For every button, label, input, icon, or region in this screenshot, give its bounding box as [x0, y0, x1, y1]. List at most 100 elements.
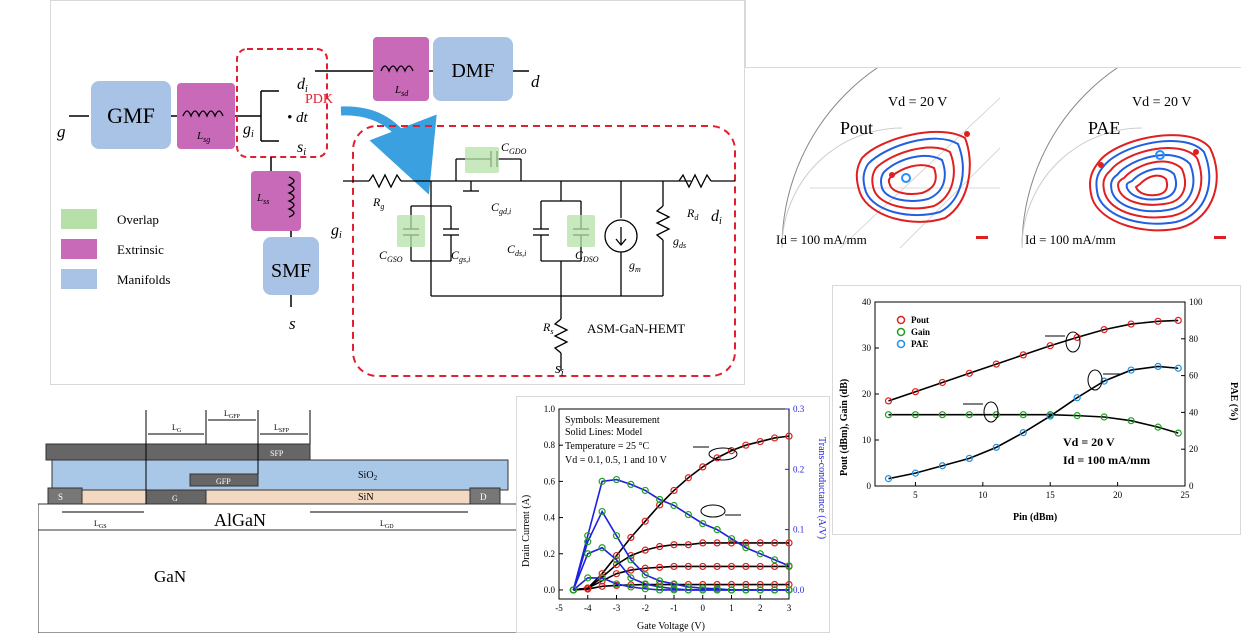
- data-point: [1154, 362, 1162, 371]
- data-point: [684, 562, 692, 571]
- data-point: [1154, 423, 1162, 431]
- data-point: [612, 551, 621, 560]
- data-point: [1019, 351, 1027, 359]
- gmf-block: [91, 81, 171, 149]
- power-ylabel: Pout (dBm), Gain (dB): [839, 379, 850, 476]
- svg-text:Lsd: Lsd: [394, 84, 409, 98]
- svg-text:Cgs,i: Cgs,i: [451, 248, 470, 264]
- data-point: [771, 586, 779, 594]
- data-point: [656, 563, 664, 571]
- data-point: [641, 546, 649, 554]
- data-point: [713, 539, 721, 547]
- svg-text:Rg: Rg: [372, 195, 384, 211]
- y2-tick-label: 0: [1189, 481, 1194, 491]
- x-tick-label: 25: [1181, 490, 1191, 500]
- data-point: [1100, 325, 1108, 334]
- data-point: [965, 411, 973, 419]
- data-point: [641, 585, 649, 593]
- data-point: [727, 586, 736, 594]
- y2-tick-label: 40: [1189, 407, 1199, 417]
- data-point: [1046, 342, 1054, 350]
- data-point: [713, 526, 721, 534]
- data-point: [713, 586, 721, 594]
- svg-text:LSFP: LSFP: [274, 423, 290, 434]
- data-point: [684, 474, 692, 482]
- y-tick-label: 40: [862, 297, 872, 307]
- data-point: [992, 443, 1000, 451]
- iv-annotation-4: Vd = 0.1, 0.5, 1 and 10 V: [565, 455, 668, 466]
- pae-vd: Vd = 20 V: [1132, 95, 1191, 110]
- top-right-frame: [745, 0, 1241, 68]
- x-tick-label: 0: [701, 603, 706, 613]
- terminal-g: g: [57, 122, 66, 141]
- data-point: [1100, 377, 1108, 385]
- legend-pae: PAE: [911, 339, 928, 349]
- data-point: [670, 562, 678, 571]
- svg-text:Lsg: Lsg: [196, 130, 210, 144]
- y2-tick-label: 100: [1189, 297, 1203, 307]
- dmf-block: [433, 37, 513, 101]
- data-point: [1154, 317, 1162, 325]
- rg-resistor-icon: [368, 173, 402, 189]
- data-point: [938, 378, 946, 387]
- legend-pout: Pout: [911, 315, 929, 325]
- pout-title: Pout: [840, 118, 873, 138]
- svg-text:G: G: [172, 494, 178, 503]
- data-point: [670, 541, 678, 549]
- data-point: [627, 574, 635, 582]
- data-point: [713, 454, 721, 462]
- data-point: [965, 369, 973, 377]
- pdk-arrow-icon: [340, 106, 437, 195]
- iv-annotation-1: Symbols: Measurement: [565, 415, 660, 426]
- svg-text:SiO2: SiO2: [358, 470, 378, 482]
- data-point: [1100, 413, 1108, 421]
- data-point: [584, 538, 592, 546]
- data-point: [771, 539, 779, 547]
- data-point: [742, 562, 750, 571]
- data-point: [656, 542, 664, 551]
- svg-text:gm: gm: [629, 258, 641, 274]
- data-point: [569, 586, 577, 594]
- power-annotation-id: Id = 100 mA/mm: [1063, 453, 1150, 467]
- data-point: [1073, 412, 1081, 420]
- data-point: [1019, 411, 1027, 419]
- power-xlabel: Pin (dBm): [1013, 512, 1057, 523]
- data-point: [727, 539, 736, 547]
- lss-block: [251, 171, 301, 231]
- data-point: [1073, 394, 1081, 402]
- iv-annotation-3: Temperature = 25 °C: [565, 441, 650, 452]
- svg-text:SMF: SMF: [271, 260, 311, 282]
- data-point: [713, 562, 721, 571]
- data-point: [699, 463, 707, 471]
- series-line-3: [573, 583, 789, 591]
- data-point: [656, 586, 664, 594]
- svg-text:S: S: [58, 492, 63, 502]
- data-point: [742, 586, 750, 594]
- svg-text:Cgd,i: Cgd,i: [491, 200, 511, 216]
- y2-tick-label: 0.2: [793, 464, 804, 474]
- data-point: [584, 585, 592, 593]
- iv-y2label: Trans-conductance (A/V): [816, 437, 827, 539]
- data-point: [771, 434, 779, 442]
- svg-text:LGD: LGD: [380, 519, 394, 530]
- inductor-lss-icon: [287, 176, 295, 218]
- intrinsic-box: [236, 48, 328, 158]
- iv-ylabel: Drain Current (A): [521, 495, 532, 567]
- series-line-0: [573, 435, 790, 591]
- x-tick-label: 3: [787, 603, 792, 613]
- rs-resistor-icon: [553, 318, 569, 354]
- series-line-2: [888, 365, 1179, 480]
- series-line-2: [573, 565, 789, 591]
- data-point: [1019, 429, 1027, 437]
- data-point: [670, 501, 678, 510]
- y-tick-label: 1.0: [544, 404, 556, 414]
- data-point: [756, 539, 764, 547]
- svg-text:Rs: Rs: [542, 320, 553, 336]
- gds-resistor-icon: [655, 205, 671, 241]
- power-annotation-vd: Vd = 20 V: [1063, 435, 1115, 449]
- pae-title: PAE: [1088, 118, 1120, 138]
- x-tick-label: 20: [1113, 490, 1123, 500]
- y-tick-label: 0.6: [544, 476, 556, 486]
- series-line-1: [888, 413, 1179, 434]
